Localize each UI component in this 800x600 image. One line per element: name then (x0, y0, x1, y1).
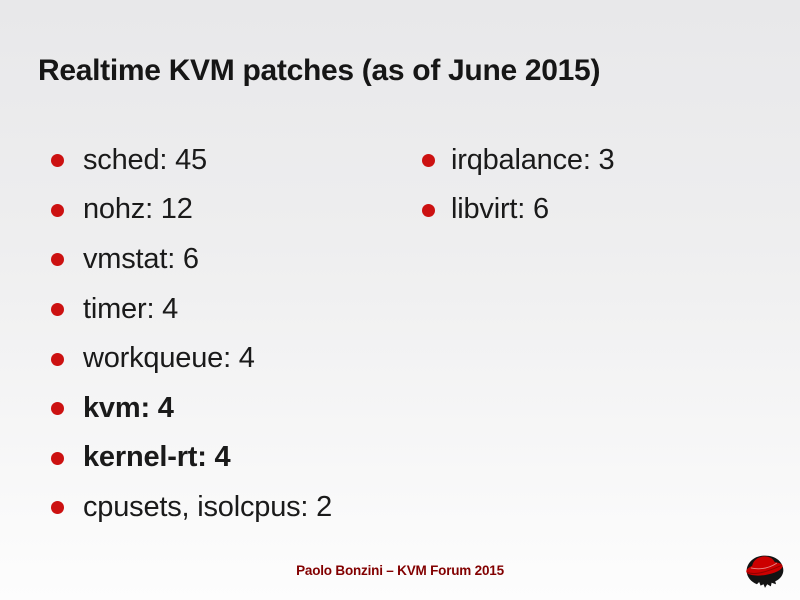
bullet-icon (51, 501, 64, 515)
bullet-label: cpusets, isolcpus: 2 (83, 490, 333, 523)
bullet-label: vmstat: 6 (83, 242, 199, 275)
bullet-label: nohz: 12 (83, 193, 193, 226)
bullet-label: irqbalance: 3 (451, 143, 615, 176)
footer-credit: Paolo Bonzini – KVM Forum 2015 (296, 563, 504, 578)
list-item: cpusets, isolcpus: 2 (51, 482, 332, 532)
list-item: libvirt: 6 (422, 185, 614, 235)
bullet-icon (51, 303, 64, 317)
bullet-label: sched: 45 (83, 143, 207, 176)
bullet-label: kvm: 4 (83, 391, 174, 424)
bullet-icon (51, 402, 64, 416)
list-item: sched: 45 (51, 135, 332, 185)
bullet-icon (51, 203, 64, 217)
list-item: workqueue: 4 (51, 333, 332, 383)
list-item: timer: 4 (51, 284, 332, 334)
bullet-list-left: sched: 45 nohz: 12 vmstat: 6 timer: 4 workqu… (51, 135, 332, 532)
list-item: irqbalance: 3 (422, 135, 615, 185)
bullet-icon (51, 154, 64, 168)
bullet-label: workqueue: 4 (83, 342, 255, 375)
list-item: kernel-rt: 4 (51, 433, 332, 483)
bullet-icon (422, 154, 435, 168)
bullet-label: timer: 4 (83, 292, 179, 325)
list-item: nohz: 12 (51, 185, 332, 235)
redhat-shadowman-logo-icon (746, 555, 784, 588)
bullet-icon (422, 203, 435, 217)
bullet-label: kernel-rt: 4 (83, 441, 231, 474)
slide-title: Realtime KVM patches (as of June 2015) (38, 54, 601, 87)
bullet-icon (51, 253, 64, 267)
list-item: kvm: 4 (51, 383, 332, 433)
bullet-list-right: irqbalance: 3 libvirt: 6 (422, 135, 615, 235)
bullet-icon (51, 352, 64, 366)
bullet-label: libvirt: 6 (451, 193, 549, 226)
bullet-icon (51, 451, 64, 465)
list-item: vmstat: 6 (51, 234, 332, 284)
